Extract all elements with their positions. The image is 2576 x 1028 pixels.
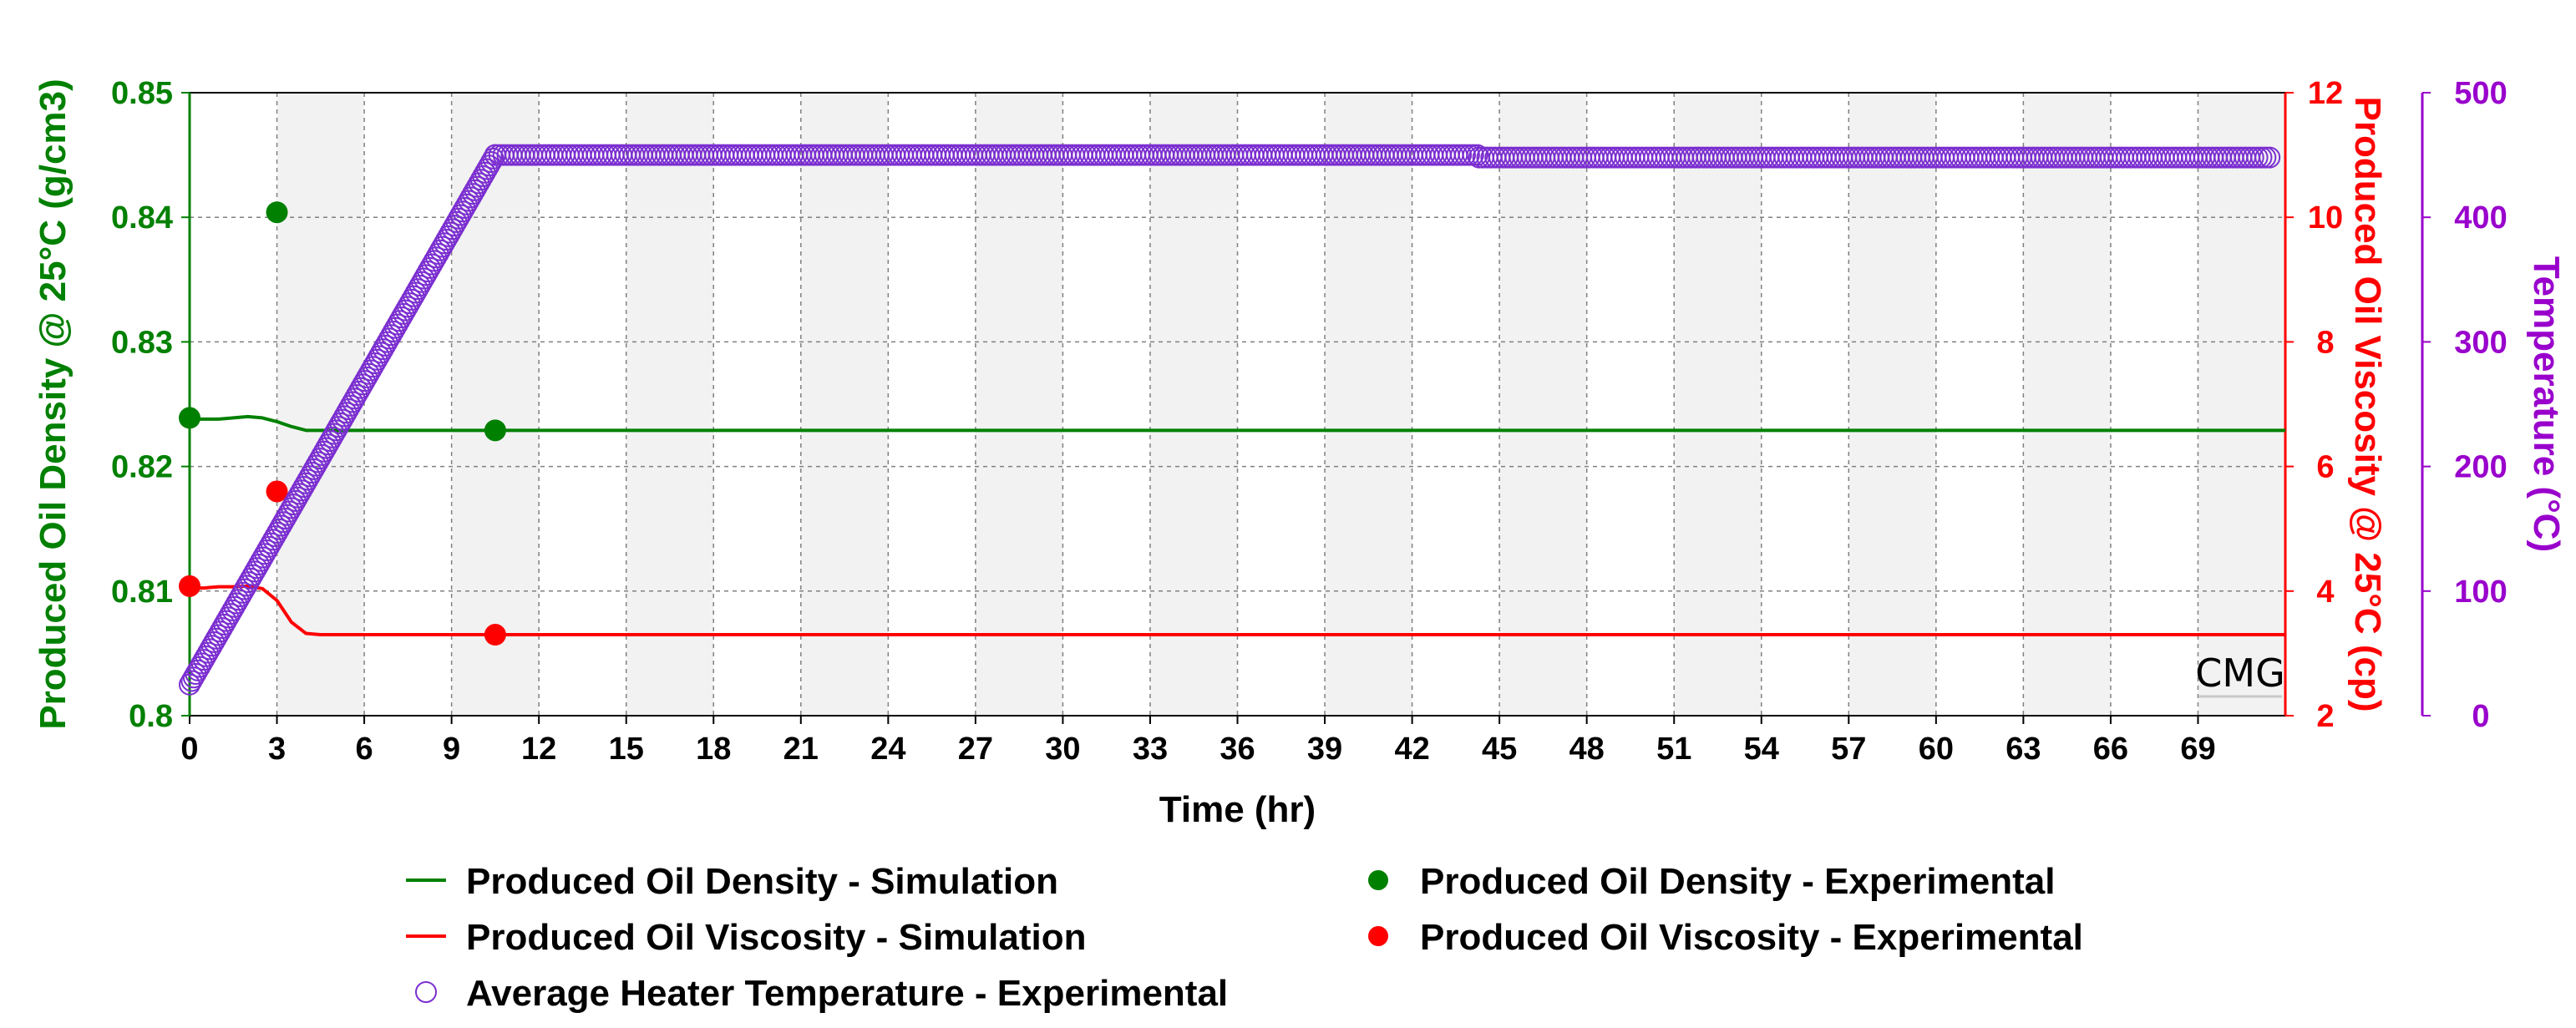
legend: Produced Oil Density - Simulation Produce… [406, 861, 2083, 1014]
right1-tick-label: 8 [2316, 325, 2334, 360]
x-tick-label: 30 [1045, 732, 1080, 767]
produced-oil-density-experimental-point [266, 201, 288, 224]
x-tick-label: 51 [1656, 732, 1691, 767]
legend-swatch-dot [1368, 870, 1388, 890]
right2-axis-title: Temperature (°C) [2526, 256, 2567, 552]
x-tick-label: 0 [180, 732, 198, 767]
x-tick-label: 45 [1482, 732, 1517, 767]
legend-label: Produced Oil Density - Experimental [1420, 861, 2055, 902]
x-tick-label: 12 [521, 732, 556, 767]
produced-oil-viscosity-experimental-point [266, 480, 288, 503]
right1-tick-label: 6 [2316, 450, 2334, 485]
right2-tick-label: 0 [2472, 699, 2489, 734]
axes: 0 3 6 9 12 15 18 21 24 27 30 33 36 39 42 45 48 51 54 57 60 63… [33, 76, 2567, 830]
cmg-watermark: CMG [2195, 651, 2284, 696]
legend-entry: Produced Oil Viscosity - Simulation [406, 917, 1086, 958]
x-axis-title: Time (hr) [1159, 789, 1316, 830]
x-tick-label: 6 [356, 732, 373, 767]
x-tick-label: 18 [696, 732, 731, 767]
legend-swatch-ring [415, 981, 437, 1003]
legend-label: Produced Oil Viscosity - Simulation [466, 917, 1086, 958]
gridlines [190, 93, 2285, 716]
produced-oil-viscosity-simulation-line [190, 584, 2285, 637]
background-band [626, 93, 714, 716]
right1-axis-title: Produced Oil Viscosity @ 25°C (cp) [2347, 97, 2388, 712]
x-tick-label: 66 [2093, 732, 2128, 767]
right1-tick-label: 10 [2308, 200, 2343, 235]
left-tick-label: 0.83 [111, 325, 173, 360]
produced-oil-density-simulation-line [190, 414, 2285, 433]
background-band [975, 93, 1063, 716]
left-tick-label: 0.85 [111, 76, 173, 111]
right2-tick-label: 100 [2454, 575, 2507, 610]
x-tick-label: 57 [1831, 732, 1866, 767]
plot-background-bands [276, 93, 2285, 716]
right1-tick-label: 12 [2308, 76, 2343, 111]
x-tick-label: 42 [1394, 732, 1429, 767]
x-tick-label: 60 [1919, 732, 1954, 767]
background-band [276, 93, 365, 716]
legend-entry: Average Heater Temperature - Experimenta… [415, 973, 1228, 1014]
average-heater-temperature-experimental-points [179, 144, 2281, 696]
x-tick-label: 39 [1307, 732, 1342, 767]
x-tick-label: 36 [1220, 732, 1255, 767]
legend-entry: Produced Oil Viscosity - Experimental [1368, 917, 2083, 958]
right2-tick-label: 400 [2454, 200, 2507, 235]
right1-tick-label: 2 [2316, 699, 2334, 734]
x-tick-label: 21 [783, 732, 819, 767]
right2-tick-label: 300 [2454, 325, 2507, 360]
x-tick-label: 54 [1744, 732, 1779, 767]
left-tick-label: 0.82 [111, 450, 173, 485]
background-band [1848, 93, 1936, 716]
background-band [451, 93, 540, 716]
x-tick-label: 3 [268, 732, 286, 767]
background-band [1149, 93, 1238, 716]
left-tick-label: 0.81 [111, 575, 173, 610]
x-tick-label: 69 [2180, 732, 2215, 767]
background-band [2023, 93, 2111, 716]
background-band [1674, 93, 1762, 716]
legend-swatch-dot [1368, 926, 1388, 946]
right2-tick-label: 200 [2454, 450, 2507, 485]
right2-tick-label: 500 [2454, 76, 2507, 111]
produced-oil-viscosity-experimental-point [484, 624, 506, 646]
produced-oil-viscosity-experimental-point [179, 575, 200, 597]
background-band [2198, 93, 2285, 716]
average-heater-temperature-experimental-point [2259, 146, 2281, 169]
legend-label: Produced Oil Viscosity - Experimental [1420, 917, 2083, 958]
average-heater-temperature-experimental-point [482, 147, 505, 170]
x-tick-label: 27 [958, 732, 993, 767]
right1-tick-label: 4 [2316, 575, 2334, 610]
x-tick-label: 15 [609, 732, 644, 767]
x-tick-label: 24 [870, 732, 905, 767]
left-tick-label: 0.84 [111, 200, 173, 235]
background-band [800, 93, 889, 716]
left-tick-label: 0.8 [129, 699, 173, 734]
legend-entry: Produced Oil Density - Experimental [1368, 861, 2055, 902]
background-band [1499, 93, 1587, 716]
data-series [179, 144, 2285, 696]
legend-entry: Produced Oil Density - Simulation [406, 861, 1058, 902]
produced-oil-density-experimental-point [484, 419, 506, 442]
produced-oil-density-experimental-point [179, 407, 200, 429]
left-axis-title: Produced Oil Density @ 25°C (g/cm3) [33, 78, 74, 729]
x-tick-label: 33 [1133, 732, 1168, 767]
x-tick-label: 9 [443, 732, 460, 767]
legend-label: Produced Oil Density - Simulation [466, 861, 1058, 902]
legend-label: Average Heater Temperature - Experimenta… [466, 973, 1228, 1014]
x-tick-label: 63 [2006, 732, 2041, 767]
background-band [1325, 93, 1412, 716]
x-tick-label: 48 [1569, 732, 1605, 767]
